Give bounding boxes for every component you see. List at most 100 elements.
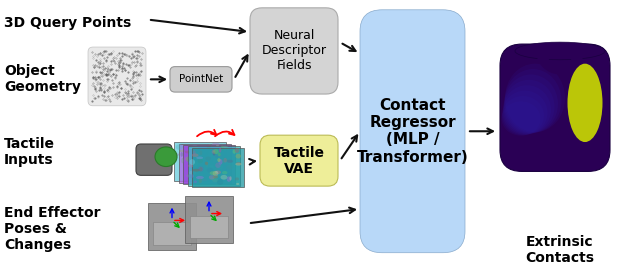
Ellipse shape — [204, 164, 208, 167]
Ellipse shape — [175, 153, 179, 156]
Ellipse shape — [215, 155, 218, 158]
Ellipse shape — [214, 175, 220, 178]
Ellipse shape — [211, 148, 214, 154]
Ellipse shape — [192, 147, 198, 152]
Ellipse shape — [194, 180, 197, 183]
Ellipse shape — [216, 149, 218, 153]
Ellipse shape — [196, 176, 204, 179]
Ellipse shape — [502, 91, 547, 135]
FancyBboxPatch shape — [179, 144, 230, 183]
Text: Tactile
VAE: Tactile VAE — [273, 146, 324, 176]
FancyBboxPatch shape — [188, 146, 239, 186]
Ellipse shape — [189, 159, 195, 165]
FancyBboxPatch shape — [190, 215, 228, 238]
Ellipse shape — [232, 149, 236, 154]
Ellipse shape — [200, 152, 207, 155]
Text: Neural
Descriptor
Fields: Neural Descriptor Fields — [262, 29, 326, 72]
Ellipse shape — [226, 165, 232, 170]
Ellipse shape — [207, 167, 211, 172]
FancyBboxPatch shape — [174, 142, 226, 181]
Ellipse shape — [200, 167, 202, 171]
Ellipse shape — [198, 175, 200, 181]
Ellipse shape — [228, 164, 234, 169]
Ellipse shape — [218, 158, 221, 162]
FancyBboxPatch shape — [170, 67, 232, 92]
Text: PointNet: PointNet — [179, 74, 223, 84]
Ellipse shape — [213, 175, 218, 178]
Text: Object
Geometry: Object Geometry — [4, 64, 81, 94]
Ellipse shape — [185, 150, 190, 153]
Ellipse shape — [196, 151, 200, 155]
Ellipse shape — [206, 162, 209, 167]
Ellipse shape — [210, 165, 214, 168]
Ellipse shape — [223, 159, 228, 162]
Ellipse shape — [213, 157, 216, 163]
Ellipse shape — [230, 176, 232, 181]
Ellipse shape — [216, 165, 223, 169]
Ellipse shape — [217, 179, 223, 185]
Ellipse shape — [212, 173, 218, 175]
Ellipse shape — [198, 166, 204, 172]
Ellipse shape — [205, 162, 208, 165]
Ellipse shape — [192, 169, 200, 172]
Ellipse shape — [515, 42, 605, 60]
Ellipse shape — [192, 153, 198, 157]
Ellipse shape — [220, 160, 225, 163]
Ellipse shape — [210, 171, 217, 175]
Ellipse shape — [503, 85, 551, 134]
Ellipse shape — [189, 171, 196, 175]
Ellipse shape — [224, 160, 232, 163]
Ellipse shape — [222, 171, 227, 174]
FancyBboxPatch shape — [183, 145, 235, 184]
Ellipse shape — [199, 178, 202, 183]
Ellipse shape — [219, 148, 221, 153]
Ellipse shape — [216, 167, 218, 172]
Ellipse shape — [212, 178, 218, 182]
Ellipse shape — [207, 144, 211, 149]
Ellipse shape — [227, 176, 231, 182]
Ellipse shape — [504, 75, 558, 133]
Ellipse shape — [235, 148, 239, 153]
Ellipse shape — [188, 174, 194, 178]
Ellipse shape — [236, 163, 242, 166]
Ellipse shape — [213, 149, 219, 154]
Ellipse shape — [155, 147, 177, 166]
Ellipse shape — [504, 80, 554, 134]
Ellipse shape — [212, 171, 218, 176]
Ellipse shape — [215, 171, 221, 174]
Ellipse shape — [200, 179, 207, 181]
Ellipse shape — [218, 155, 221, 157]
Ellipse shape — [186, 156, 191, 162]
Ellipse shape — [208, 144, 211, 148]
Ellipse shape — [236, 154, 241, 159]
Ellipse shape — [184, 157, 190, 160]
Ellipse shape — [223, 158, 227, 163]
Ellipse shape — [179, 150, 186, 152]
Text: Extrinsic
Contacts: Extrinsic Contacts — [525, 235, 595, 265]
FancyBboxPatch shape — [250, 8, 338, 94]
Ellipse shape — [192, 163, 195, 165]
FancyBboxPatch shape — [500, 44, 610, 171]
Ellipse shape — [186, 174, 194, 177]
Ellipse shape — [218, 153, 221, 156]
Ellipse shape — [202, 162, 206, 168]
FancyBboxPatch shape — [192, 148, 244, 187]
Ellipse shape — [191, 146, 198, 150]
Ellipse shape — [205, 148, 211, 150]
FancyBboxPatch shape — [136, 144, 172, 175]
Ellipse shape — [176, 144, 183, 150]
Ellipse shape — [212, 150, 216, 154]
Ellipse shape — [209, 175, 214, 180]
Ellipse shape — [207, 168, 213, 173]
Ellipse shape — [568, 64, 602, 142]
Ellipse shape — [198, 157, 204, 160]
Ellipse shape — [200, 167, 205, 171]
Ellipse shape — [213, 164, 217, 168]
Ellipse shape — [200, 150, 202, 155]
Ellipse shape — [205, 156, 211, 160]
Ellipse shape — [221, 175, 227, 180]
Text: Tactile
Inputs: Tactile Inputs — [4, 137, 55, 167]
Text: End Effector
Poses &
Changes: End Effector Poses & Changes — [4, 206, 100, 252]
Ellipse shape — [198, 158, 203, 163]
Text: Contact
Regressor
(MLP /
Transformer): Contact Regressor (MLP / Transformer) — [356, 98, 468, 165]
